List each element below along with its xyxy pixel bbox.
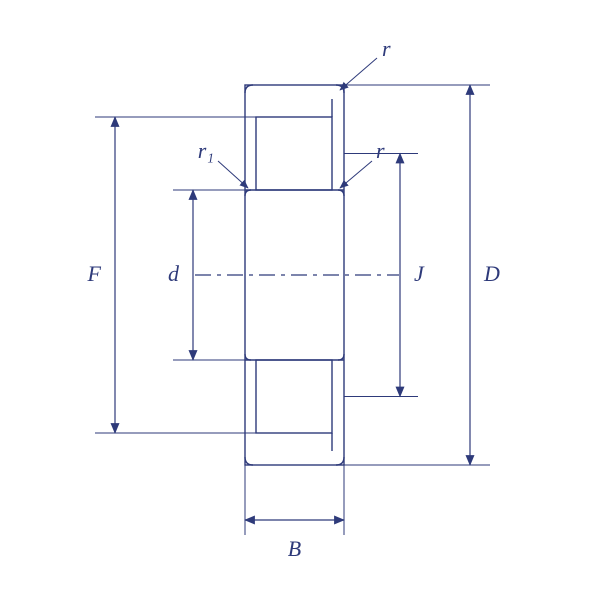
dim-label-J: J (414, 261, 425, 286)
dim-label-r: r (382, 36, 391, 61)
dim-label-d: d (168, 261, 180, 286)
dim-label-r1: r₁ (198, 138, 214, 163)
dim-label-D: D (483, 261, 500, 286)
dim-label-F: F (87, 261, 102, 286)
dim-label-B: B (288, 536, 301, 561)
dim-label-r: r (376, 138, 385, 163)
